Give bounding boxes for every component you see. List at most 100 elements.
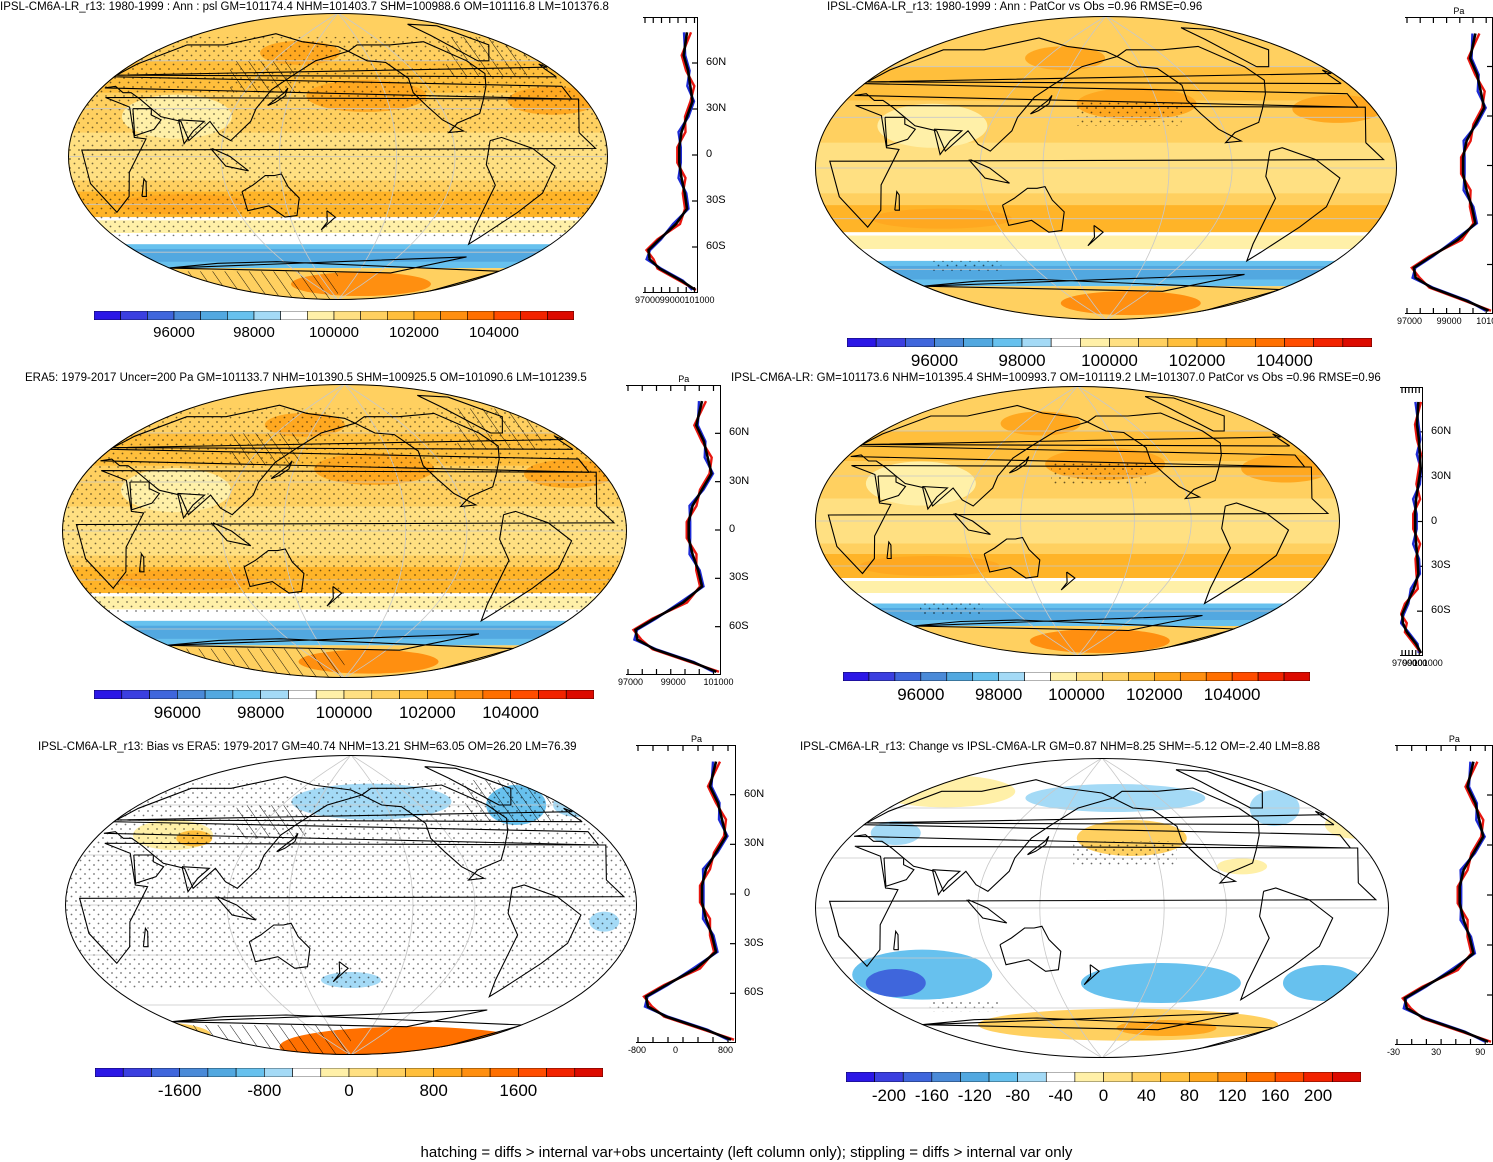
zonal-mean-profile <box>636 745 736 1043</box>
field-blob-asia-neg <box>870 821 921 845</box>
colorbar-box <box>95 1068 124 1077</box>
colorbar-box <box>847 338 877 347</box>
coastline-indonesia <box>210 147 249 172</box>
colorbar-box <box>934 338 964 347</box>
lat-label: 60S <box>729 619 749 632</box>
field-blob-antarctic-high <box>1060 291 1201 316</box>
coastline-africa <box>827 464 1330 575</box>
field-band-trough <box>815 608 1340 620</box>
profile-tick-label: 99000 <box>659 295 685 305</box>
coastline-india <box>921 485 949 511</box>
profile-line-model <box>1400 401 1423 654</box>
colorbar-label: 160 <box>1260 1086 1290 1105</box>
lat-label: 30S <box>1431 559 1451 572</box>
colorbar-label: -200 <box>871 1086 906 1105</box>
colorbar-label: 100000 <box>1048 685 1105 704</box>
colorbar-box <box>992 338 1023 347</box>
map-outline <box>815 758 1389 1058</box>
colorbar-box <box>147 311 175 320</box>
colorbar-label: 100000 <box>1081 351 1138 370</box>
profile-line-obs <box>1400 401 1423 654</box>
colorbar-box <box>1128 672 1155 681</box>
map-robinson <box>65 755 637 1055</box>
colorbar-box <box>1257 672 1285 681</box>
graticule-lon <box>350 755 476 1055</box>
lat-label: 0 <box>729 523 736 535</box>
colorbar-box <box>177 690 206 699</box>
colorbar-label: 120 <box>1218 1086 1247 1105</box>
colorbar-box <box>546 1068 576 1077</box>
coastline-madagascar <box>886 540 892 560</box>
graticule-lon <box>221 384 345 678</box>
field-band-trough <box>62 625 627 639</box>
zonal-mean-profile <box>643 17 698 293</box>
hatching <box>149 271 338 300</box>
coastline-arabia <box>877 475 907 503</box>
profile-line-obs <box>1403 761 1489 1043</box>
colorbar-box <box>574 1068 603 1077</box>
graticule-lon <box>288 755 352 1055</box>
coastline-north_america <box>1087 412 1222 500</box>
profile-tick-label: 30 <box>1431 1047 1442 1057</box>
coastline-greenland <box>407 23 490 62</box>
field-band-zero <box>815 249 1397 261</box>
coastline-australia <box>241 173 300 218</box>
coastlines <box>75 394 616 678</box>
lat-label: 30N <box>706 102 727 114</box>
colorbar-box <box>260 690 289 699</box>
colorbar-label: 200 <box>1303 1086 1333 1105</box>
graticule <box>815 16 1397 320</box>
map-outline <box>65 755 637 1055</box>
coastline-africa <box>75 470 616 590</box>
colorbar-box <box>972 672 999 681</box>
colorbar-box <box>173 311 201 320</box>
field-band-zero <box>68 233 608 245</box>
colorbar-box <box>333 311 361 320</box>
coastline-indonesia <box>215 896 257 921</box>
colorbar-box <box>1313 338 1344 347</box>
colorbar-box <box>1131 1072 1162 1082</box>
colorbar-box <box>1103 1072 1133 1082</box>
colorbar-label: 0 <box>344 1081 354 1100</box>
colorbar <box>847 338 1372 347</box>
coastline-africa <box>828 845 1378 968</box>
coastline-arabia <box>133 854 165 885</box>
profile-tick-label: 101000 <box>1412 658 1443 668</box>
map-robinson <box>62 384 627 678</box>
coastline-greenland <box>1175 769 1263 809</box>
lat-label: 0 <box>1431 514 1438 527</box>
field-band-transition <box>815 581 1340 593</box>
colorbar-box <box>360 311 388 320</box>
lat-label: 0 <box>706 148 713 160</box>
graticule <box>65 755 637 1055</box>
map-robinson <box>815 386 1340 656</box>
coastline-greenland <box>1144 395 1225 432</box>
colorbar-box <box>905 338 935 347</box>
coastline-arabia <box>884 116 917 147</box>
zonal-mean-profile <box>626 385 721 675</box>
coastline-nz <box>332 961 349 983</box>
colorbar-box <box>894 672 922 681</box>
colorbar-label: 104000 <box>482 703 540 722</box>
coastline-greenland <box>424 766 512 806</box>
profile-line-obs <box>634 400 717 674</box>
colorbar-box <box>1255 338 1285 347</box>
coastlines <box>78 766 626 1055</box>
coastline-south_america <box>1203 502 1290 605</box>
coastline-indonesia <box>210 522 252 547</box>
coastline-australia <box>1001 185 1065 233</box>
profile-tick-label: 97000 <box>1392 658 1418 668</box>
coastline-india <box>177 119 206 145</box>
lat-label: 30S <box>706 194 726 206</box>
profile-line-model <box>643 761 729 1041</box>
graticule-lon <box>979 16 1107 320</box>
profile-line-obs <box>1412 33 1490 312</box>
coastline-madagascar <box>894 190 900 211</box>
colorbar-box <box>120 311 148 320</box>
field-blob-indian-strong <box>865 969 926 997</box>
colorbar-box <box>232 690 261 699</box>
profile-line-obs <box>644 761 732 1041</box>
colorbar-box <box>1074 1072 1104 1082</box>
colorbar-box <box>1274 1072 1305 1082</box>
colorbar-box <box>433 1068 463 1077</box>
